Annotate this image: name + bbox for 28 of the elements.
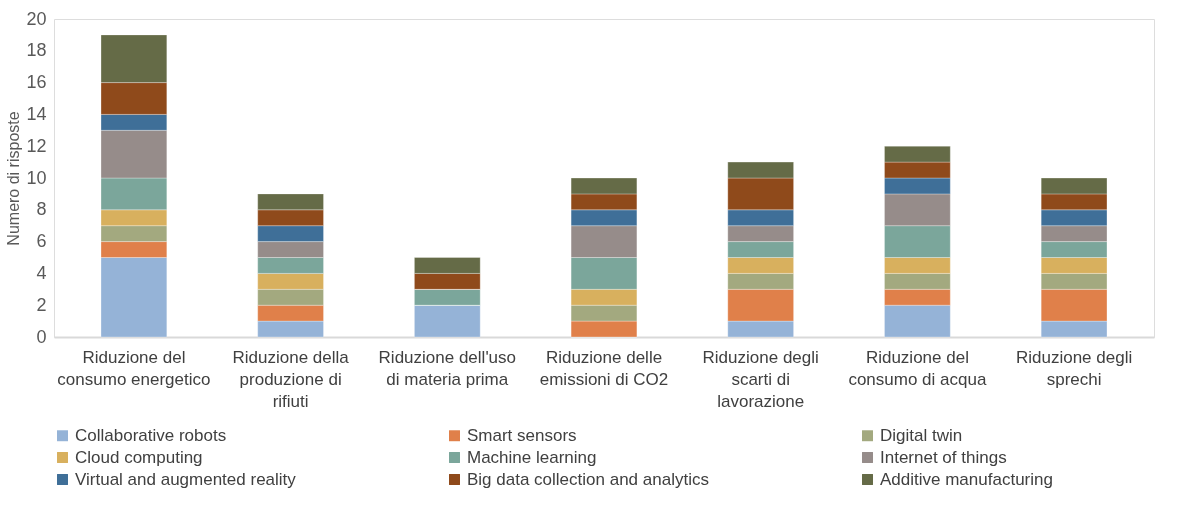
x-tick-label: Riduzione delle emissioni di CO2 bbox=[539, 347, 669, 389]
y-tick-label: 18 bbox=[26, 40, 47, 61]
legend-label: Collaborative robots bbox=[75, 425, 227, 445]
legend-label: Machine learning bbox=[467, 447, 597, 467]
legend-label: Smart sensors bbox=[467, 425, 577, 445]
y-tick-label: 10 bbox=[26, 167, 47, 188]
x-tick-label: Riduzione dell'uso di materia prima bbox=[378, 347, 517, 389]
y-tick-label: 14 bbox=[26, 103, 47, 124]
x-tick-label: Riduzione del consumo di acqua bbox=[848, 347, 987, 389]
x-tick-label: Riduzione degli scarti di lavorazione bbox=[702, 347, 819, 411]
y-tick-label: 0 bbox=[36, 326, 47, 347]
x-tick-label: Riduzione del consumo energetico bbox=[57, 347, 211, 389]
legend-label: Big data collection and analytics bbox=[467, 469, 709, 489]
y-tick-label: 20 bbox=[26, 8, 47, 29]
y-tick-label: 4 bbox=[36, 262, 47, 283]
y-tick-label: 16 bbox=[26, 72, 47, 93]
legend-label: Internet of things bbox=[880, 447, 1007, 467]
legend-label: Cloud computing bbox=[75, 447, 203, 467]
y-tick-label: 8 bbox=[36, 199, 47, 220]
y-tick-label: 12 bbox=[26, 135, 47, 156]
y-tick-label: 2 bbox=[36, 294, 47, 315]
y-axis-title: Numero di risposte bbox=[5, 111, 23, 246]
x-tick-label: Riduzione degli sprechi bbox=[1015, 347, 1133, 389]
legend-label: Additive manufacturing bbox=[880, 469, 1053, 489]
x-tick-label: Riduzione della produzione di rifiuti bbox=[232, 347, 350, 411]
legend-label: Virtual and augmented reality bbox=[75, 469, 297, 489]
y-tick-label: 6 bbox=[36, 231, 47, 252]
legend-label: Digital twin bbox=[880, 425, 963, 445]
